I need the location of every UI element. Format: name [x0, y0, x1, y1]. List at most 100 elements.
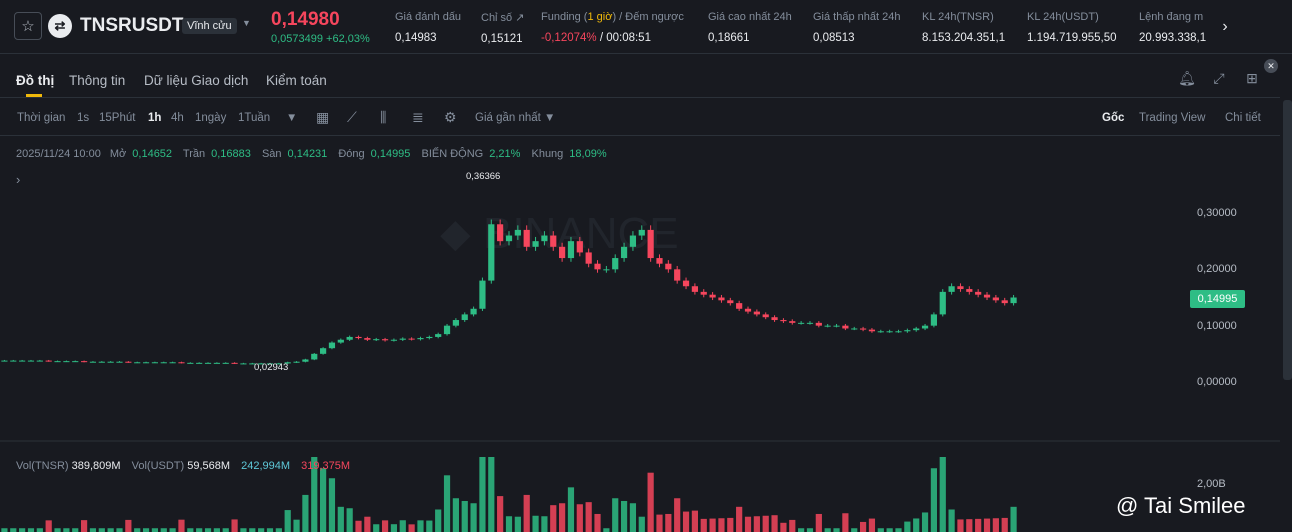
candle-body — [612, 258, 619, 270]
candle-body — [682, 280, 690, 287]
close-label: Đóng — [338, 148, 365, 160]
candle-body — [966, 289, 973, 292]
vol-tnsr-value: 389,809M — [71, 460, 121, 472]
candle-body — [718, 297, 725, 301]
tab-chart[interactable]: Đồ thị — [16, 73, 55, 88]
tab-info[interactable]: Thông tin — [69, 73, 126, 88]
volume-bar — [125, 519, 132, 532]
candle-body — [178, 362, 185, 364]
volume-bar — [753, 516, 760, 532]
volume-bar — [19, 528, 26, 532]
candle-body — [293, 361, 300, 363]
interval-1w[interactable]: 1Tuần — [238, 112, 271, 124]
stat-index-price[interactable]: Chỉ số ↗ 0,15121 — [481, 11, 524, 45]
candle-body — [249, 363, 256, 365]
low-label: Sàn — [261, 148, 282, 160]
volume-bar — [240, 528, 247, 532]
volume-bar — [992, 518, 999, 532]
stat-volume-usdt: KL 24h(USDT) 1.194.719.955,50 — [1027, 11, 1117, 44]
favorite-star-icon[interactable]: ☆ — [14, 12, 42, 40]
candle-body — [629, 235, 637, 247]
indicator-icon[interactable]: ⟋ — [347, 109, 357, 125]
candle-body — [320, 348, 327, 354]
volume-bar — [966, 519, 973, 532]
bell-icon[interactable]: 🔔︎ — [1178, 70, 1196, 86]
volume-bar — [948, 509, 955, 532]
volume-bar — [656, 514, 663, 532]
tab-trading-data[interactable]: Dữ liệu Giao dịch — [144, 73, 249, 88]
candle-body — [213, 362, 220, 364]
close-icon[interactable]: ✕ — [1264, 59, 1278, 73]
candle-body — [727, 300, 734, 304]
symbol-title[interactable]: TNSRUSDT — [80, 15, 184, 36]
volume-bar — [505, 516, 513, 532]
candle-body — [381, 339, 389, 341]
candle-body — [665, 263, 672, 270]
candle-body — [638, 229, 645, 236]
volume-bar — [346, 508, 353, 532]
stat-label: Giá cao nhất 24h — [708, 11, 792, 23]
volume-bar — [859, 521, 867, 532]
candle-body — [833, 325, 840, 327]
volume-bar — [833, 528, 840, 532]
chevron-right-icon[interactable]: › — [16, 172, 21, 187]
candle-body — [151, 362, 159, 364]
volume-bar — [364, 516, 371, 532]
chevron-right-icon[interactable]: › — [1222, 18, 1228, 35]
view-tradingview[interactable]: Trading View — [1139, 112, 1206, 124]
price-type-select[interactable]: Giá gần nhất ▼ — [475, 112, 556, 124]
interval-1s[interactable]: 1s — [77, 112, 90, 124]
volume-bar — [798, 528, 805, 532]
candle-body — [284, 362, 291, 364]
price-axis-tick: 0,30000 — [1197, 207, 1237, 219]
candle-body — [54, 361, 61, 363]
candle-body — [417, 338, 424, 340]
candle-body — [45, 360, 52, 362]
interval-dropdown-icon[interactable]: ▼ — [286, 112, 298, 124]
volume-bar — [983, 518, 991, 532]
interval-4h[interactable]: 4h — [171, 112, 184, 124]
candle-body — [948, 286, 955, 292]
gear-icon[interactable]: ⚙ — [444, 109, 457, 125]
volume-bar — [921, 512, 929, 532]
stat-volume-tnsr: KL 24h(TNSR) 8.153.204.351,1 — [922, 11, 1005, 44]
interval-1d[interactable]: 1ngày — [195, 112, 227, 124]
volume-bar — [89, 528, 97, 532]
layout-grid-icon[interactable]: ⊞ — [1246, 70, 1258, 86]
candle-body — [302, 359, 309, 362]
chart-settings-icon[interactable]: ≣ — [412, 109, 424, 125]
stat-funding: Funding (1 giờ) / Đếm ngược -0,12074% / … — [541, 11, 684, 44]
volume-bar — [320, 468, 327, 532]
candle-body — [231, 362, 238, 364]
chart-tabs: Đồ thị Thông tin Dữ liệu Giao dịch Kiểm … — [0, 62, 1280, 98]
candle-body — [461, 314, 468, 321]
candle-body — [258, 363, 265, 365]
candle-body — [497, 224, 504, 242]
tab-audit[interactable]: Kiểm toán — [266, 73, 327, 88]
volume-bar — [54, 528, 61, 532]
candle-body — [594, 263, 601, 270]
candle-body — [240, 363, 247, 365]
calendar-icon[interactable]: ▦ — [316, 109, 330, 125]
price-chart[interactable]: ⬥ BINANCE — [0, 138, 1280, 532]
candle-body — [700, 291, 707, 295]
view-original[interactable]: Gốc — [1102, 112, 1125, 124]
view-detail[interactable]: Chi tiết — [1225, 112, 1261, 124]
candle-body — [789, 321, 796, 323]
candle-body — [656, 258, 663, 264]
interval-1h[interactable]: 1h — [148, 112, 162, 124]
candle-body — [470, 308, 477, 315]
candle-body — [736, 303, 743, 309]
fullscreen-icon[interactable]: ⤢ — [1213, 70, 1225, 86]
volume-bar — [337, 506, 344, 532]
volume-bar — [45, 520, 52, 532]
interval-15m[interactable]: 15Phút — [99, 112, 136, 124]
vol-usdt-label: Vol(USDT) — [131, 460, 185, 472]
scrollbar[interactable] — [1283, 100, 1292, 380]
candle-body — [426, 336, 433, 339]
volume-bar — [98, 528, 105, 532]
open-value: 0,14652 — [132, 148, 173, 160]
candle-type-icon[interactable]: ⫼ — [380, 109, 387, 125]
symbol-dropdown-icon[interactable]: ▼ — [242, 18, 251, 28]
volume-bar — [736, 506, 743, 532]
